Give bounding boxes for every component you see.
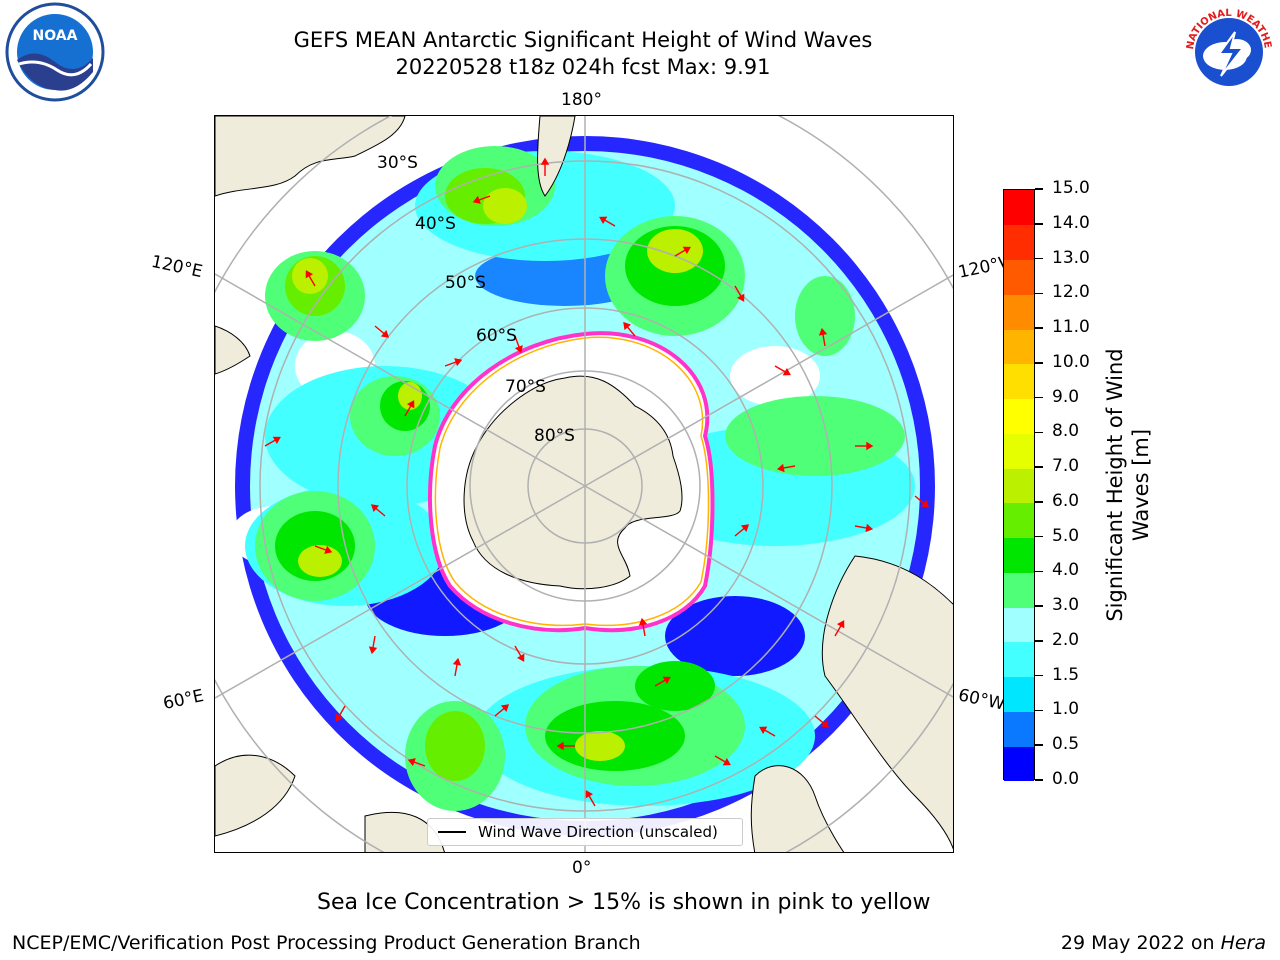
colorbar-tick-label: 5.0	[1052, 525, 1080, 546]
colorbar-segment	[1004, 433, 1034, 469]
footer-date: 29 May 2022 on	[1060, 932, 1221, 954]
colorbar-segment	[1004, 224, 1034, 260]
colorbar	[1003, 189, 1035, 782]
colorbar-tick	[1035, 466, 1043, 468]
sea-ice-note: Sea Ice Concentration > 15% is shown in …	[317, 890, 931, 915]
colorbar-segment	[1004, 259, 1034, 295]
colorbar-segment	[1004, 746, 1034, 782]
continents	[215, 116, 953, 852]
colorbar-tick-label: 4.0	[1052, 560, 1080, 581]
colorbar-tick	[1035, 362, 1043, 364]
colorbar-tick-label: 11.0	[1052, 317, 1090, 338]
colorbar-tick	[1035, 396, 1043, 399]
lon-label-0: 0°	[572, 858, 592, 878]
colorbar-tick	[1035, 744, 1043, 746]
colorbar-tick	[1035, 188, 1043, 190]
colorbar-segment	[1004, 711, 1034, 747]
colorbar-tick	[1035, 501, 1043, 503]
colorbar-title: Significant Height of Wind Waves [m]	[1103, 348, 1153, 622]
colorbar-tick-label: 10.0	[1052, 351, 1090, 372]
latitude-labels: 30°S 40°S 50°S 60°S 70°S 80°S	[377, 153, 575, 446]
colorbar-segment	[1004, 363, 1034, 400]
lat-label-50s: 50°S	[445, 273, 486, 293]
lon-label-60w: 60°W	[956, 685, 1007, 715]
colorbar-tick	[1035, 535, 1043, 538]
footer-host: Hera	[1220, 932, 1266, 954]
colorbar-tick-label: 0.5	[1052, 734, 1080, 755]
map-legend: Wind Wave Direction (unscaled)	[427, 818, 743, 846]
colorbar-tick-label: 15.0	[1052, 178, 1090, 198]
colorbar-segment	[1004, 641, 1034, 678]
lon-label-60e: 60°E	[161, 685, 206, 715]
colorbar-segment	[1004, 502, 1034, 539]
colorbar-tick-label: 8.0	[1052, 421, 1080, 442]
lon-label-180: 180°	[561, 90, 602, 110]
colorbar-tick-label: 6.0	[1052, 490, 1080, 511]
nws-logo: NATIONAL WEATHER SERVICE	[1175, 0, 1279, 106]
antarctica-land	[463, 375, 683, 590]
colorbar-segment	[1004, 329, 1034, 365]
svg-text:NOAA: NOAA	[33, 28, 78, 44]
map-svg: 30°S 40°S 50°S 60°S 70°S 80°S	[215, 116, 953, 852]
footer-left: NCEP/EMC/Verification Post Processing Pr…	[12, 932, 641, 954]
colorbar-tick-label: 9.0	[1052, 386, 1080, 407]
colorbar-tick	[1035, 605, 1043, 607]
colorbar-tick-label: 1.0	[1052, 699, 1080, 720]
colorbar-tick-label: 3.0	[1052, 595, 1080, 616]
colorbar-tick-label: 0.0	[1052, 769, 1080, 789]
colorbar-segment	[1004, 676, 1034, 712]
lat-label-30s: 30°S	[377, 153, 418, 173]
colorbar-tick	[1035, 257, 1043, 260]
colorbar-segment	[1004, 572, 1034, 608]
chart-title: GEFS MEAN Antarctic Significant Height o…	[293, 28, 873, 52]
colorbar-tick	[1035, 640, 1043, 642]
colorbar-tick-label: 7.0	[1052, 456, 1080, 477]
colorbar-segment	[1004, 607, 1034, 643]
colorbar-tick	[1035, 431, 1043, 434]
map-panel: 30°S 40°S 50°S 60°S 70°S 80°S	[214, 115, 954, 853]
colorbar-segment	[1004, 468, 1034, 504]
footer-right: 29 May 2022 on Hera	[1061, 932, 1266, 954]
wind-wave-direction-arrows	[264, 157, 930, 807]
colorbar-tick-label: 14.0	[1052, 212, 1090, 233]
lat-label-70s: 70°S	[505, 377, 546, 397]
colorbar-tick-label: 2.0	[1052, 629, 1080, 650]
graticule	[215, 116, 953, 852]
lon-label-120e: 120°E	[149, 251, 205, 283]
legend-line-sample	[438, 831, 466, 833]
lat-label-40s: 40°S	[415, 214, 456, 234]
colorbar-tick	[1035, 327, 1043, 329]
colorbar-tick	[1035, 223, 1043, 225]
colorbar-tick	[1035, 292, 1043, 295]
legend-label: Wind Wave Direction (unscaled)	[478, 823, 718, 841]
lat-label-80s: 80°S	[534, 426, 575, 446]
colorbar-tick	[1035, 674, 1043, 677]
colorbar-tick-label: 13.0	[1052, 247, 1090, 268]
colorbar-tick-label: 1.5	[1052, 664, 1080, 685]
colorbar-tick	[1035, 570, 1043, 573]
colorbar-segment	[1004, 398, 1034, 434]
noaa-logo: NOAA	[5, 2, 105, 106]
lat-label-60s: 60°S	[476, 326, 517, 346]
colorbar-segment	[1004, 294, 1034, 330]
colorbar-segment	[1004, 537, 1034, 573]
colorbar-tick	[1035, 709, 1043, 712]
chart-subtitle: 20220528 t18z 024h fcst Max: 9.91	[395, 55, 771, 79]
colorbar-segment	[1004, 190, 1034, 226]
colorbar-tick	[1035, 779, 1043, 781]
colorbar-tick-label: 12.0	[1052, 282, 1090, 303]
